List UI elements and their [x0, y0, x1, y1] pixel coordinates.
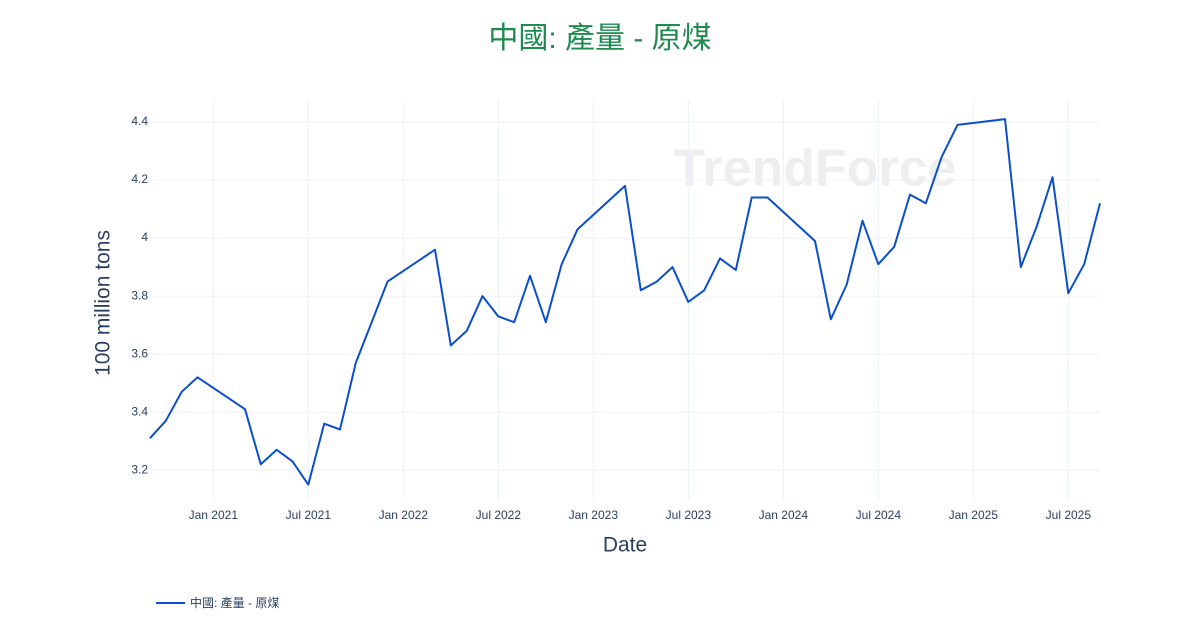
plot	[149, 118, 1101, 486]
x-axis-title: Date	[603, 534, 647, 557]
x-tick-label: Jan 2021	[189, 508, 239, 522]
y-tick-label: 3.8	[131, 288, 148, 302]
x-tick-label: Jul 2022	[476, 508, 522, 522]
x-tick-label: Jan 2022	[379, 508, 429, 522]
y-tick-label: 3.6	[131, 346, 148, 360]
legend-label: 中國: 產量 - 原煤	[190, 595, 279, 610]
y-tick-label: 4.2	[131, 172, 148, 186]
y-axis-title: 100 million tons	[92, 230, 115, 376]
grid	[150, 100, 1100, 500]
y-tick-label: 3.4	[131, 404, 148, 418]
x-tick-label: Jul 2024	[856, 508, 902, 522]
x-tick-label: Jan 2023	[569, 508, 619, 522]
y-tick-label: 4	[141, 230, 148, 244]
data-line	[149, 118, 1101, 486]
chart-title: 中國: 產量 - 原煤	[488, 22, 711, 55]
x-tick-label: Jul 2021	[286, 508, 332, 522]
x-tick-label: Jul 2023	[666, 508, 712, 522]
y-tick-label: 3.2	[131, 462, 148, 476]
x-tick-label: Jan 2024	[759, 508, 809, 522]
y-tick-label: 4.4	[131, 114, 148, 128]
watermark: TrendForce	[673, 140, 956, 198]
x-tick-label: Jul 2025	[1046, 508, 1092, 522]
x-tick-label: Jan 2025	[949, 508, 999, 522]
